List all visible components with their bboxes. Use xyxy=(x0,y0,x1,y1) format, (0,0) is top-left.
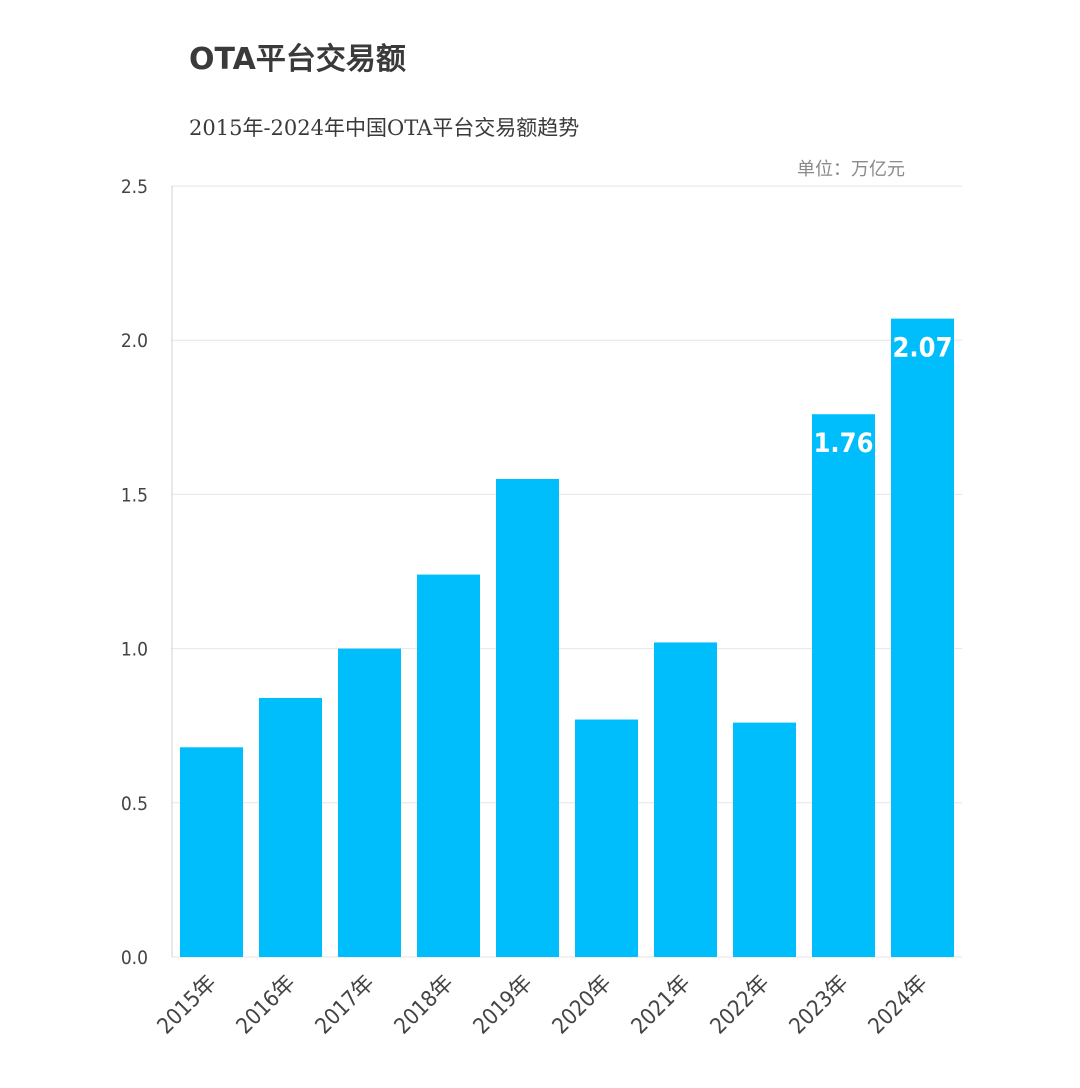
data-labels: 1.76 2.07 xyxy=(814,333,953,460)
x-tick-label: 2021年 xyxy=(627,971,696,1040)
y-tick-label: 0.0 xyxy=(121,947,148,969)
y-tick-label: 2.0 xyxy=(121,330,148,352)
x-tick-label: 2022年 xyxy=(706,971,775,1040)
x-tick-label: 2015年 xyxy=(153,971,222,1040)
x-tick-label: 2024年 xyxy=(864,971,933,1040)
bar xyxy=(417,574,480,957)
y-axis-ticks: 0.0 0.5 1.0 1.5 2.0 2.5 xyxy=(121,176,148,969)
bar xyxy=(891,318,954,957)
bar xyxy=(812,414,875,957)
bar xyxy=(338,648,401,957)
unit-label: 单位：万亿元 xyxy=(797,159,905,180)
data-label: 1.76 xyxy=(814,428,874,459)
x-tick-label: 2020年 xyxy=(548,971,617,1040)
bar xyxy=(733,722,796,957)
chart-subtitle: 2015年-2024年中国OTA平台交易额趋势 xyxy=(189,116,580,140)
bar xyxy=(496,478,559,957)
x-tick-label: 2023年 xyxy=(785,971,854,1040)
bar xyxy=(180,747,243,957)
x-tick-label: 2018年 xyxy=(390,971,459,1040)
bars xyxy=(180,318,954,957)
y-tick-label: 1.0 xyxy=(121,639,148,661)
y-tick-label: 0.5 xyxy=(121,793,148,815)
x-tick-label: 2017年 xyxy=(311,971,380,1040)
data-label: 2.07 xyxy=(893,333,953,364)
x-axis-ticks: 2015年 2016年 2017年 2018年 2019年 2020年 2021年 2022年… xyxy=(153,971,933,1040)
x-tick-label: 2019年 xyxy=(469,971,538,1040)
bar xyxy=(575,719,638,957)
chart-title: OTA平台交易额 xyxy=(189,42,406,77)
bar xyxy=(259,697,322,957)
y-tick-label: 1.5 xyxy=(121,484,148,506)
bar xyxy=(654,642,717,957)
x-tick-label: 2016年 xyxy=(232,971,301,1040)
y-tick-label: 2.5 xyxy=(121,176,148,198)
